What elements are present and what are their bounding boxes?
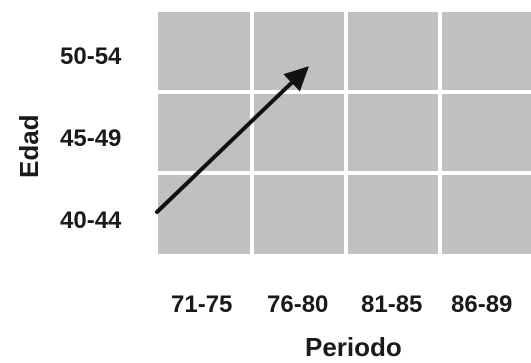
row-label-45-49: 45-49	[60, 125, 121, 152]
x-axis-title: Periodo	[305, 332, 402, 362]
column-label-71-75: 71-75	[171, 291, 232, 318]
row-label-50-54: 50-54	[60, 43, 122, 70]
column-label-81-85: 81-85	[361, 291, 422, 318]
row-label-40-44: 40-44	[60, 207, 122, 234]
grid-lines	[158, 12, 531, 254]
y-axis-title: Edad	[14, 114, 44, 178]
column-label-76-80: 76-80	[267, 291, 328, 318]
column-label-86-89: 86-89	[451, 291, 512, 318]
cohort-arrow	[155, 66, 309, 214]
